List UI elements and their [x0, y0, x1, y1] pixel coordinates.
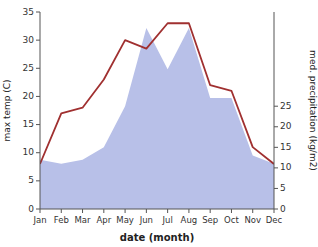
y-tick-label: 15 — [23, 119, 34, 129]
x-axis-line — [40, 209, 274, 210]
x-tick-label: Aug — [181, 215, 198, 225]
chart-container: 0 5 10 15 20 25 30 35 0 5 10 15 20 25 Jan Feb Mar Apr May J… — [0, 0, 318, 247]
x-tick — [231, 209, 232, 213]
precipitation-area — [40, 28, 274, 209]
x-tick — [252, 209, 253, 213]
y2-tick — [274, 126, 278, 127]
y2-tick — [274, 167, 278, 168]
plot-area — [40, 23, 274, 209]
y2-axis-label: med. precipitation (kg/m2) — [308, 50, 318, 171]
x-tick — [167, 209, 168, 213]
x-tick — [274, 209, 275, 213]
y-tick-label: 10 — [23, 147, 35, 157]
y2-tick-label: 15 — [280, 142, 291, 152]
y-tick — [36, 209, 40, 210]
y-tick — [36, 152, 40, 153]
x-tick-label: Jan — [32, 215, 46, 225]
y-tick-label: 5 — [28, 175, 34, 185]
x-tick — [188, 209, 189, 213]
y-tick — [36, 124, 40, 125]
x-tick — [146, 209, 147, 213]
x-tick-label: May — [116, 215, 134, 225]
y-tick-label: 20 — [23, 91, 35, 101]
y2-tick — [274, 147, 278, 148]
y-axis-line — [40, 12, 41, 209]
y-axis-label: max temp (C) — [2, 79, 12, 141]
y2-tick-label: 20 — [280, 121, 292, 131]
y-tick — [36, 68, 40, 69]
x-tick — [61, 209, 62, 213]
y2-tick — [274, 209, 278, 210]
y2-axis-line — [274, 12, 275, 209]
y-tick — [36, 180, 40, 181]
y2-tick-label: 5 — [280, 183, 286, 193]
x-tick — [103, 209, 104, 213]
x-tick-label: Mar — [75, 215, 92, 225]
x-tick-label: Oct — [224, 215, 239, 225]
y-tick-label: 35 — [23, 7, 34, 17]
y-tick — [36, 40, 40, 41]
x-tick-label: Sep — [202, 215, 218, 225]
y-tick-label: 30 — [23, 35, 35, 45]
y-tick — [36, 12, 40, 13]
x-tick-label: Jun — [139, 215, 153, 225]
y-tick-label: 0 — [28, 204, 34, 214]
y2-tick — [274, 188, 278, 189]
y2-tick — [274, 106, 278, 107]
y2-tick-label: 10 — [280, 162, 292, 172]
y-tick — [36, 96, 40, 97]
x-tick — [210, 209, 211, 213]
x-tick — [40, 209, 41, 213]
y-tick-label: 25 — [23, 63, 34, 73]
x-tick-label: Jul — [162, 215, 173, 225]
x-tick — [125, 209, 126, 213]
x-tick-label: Feb — [54, 215, 69, 225]
chart: 0 5 10 15 20 25 30 35 0 5 10 15 20 25 Jan Feb Mar Apr May J… — [0, 0, 318, 247]
x-tick-label: Apr — [96, 215, 111, 225]
x-tick — [82, 209, 83, 213]
y2-tick-label: 25 — [280, 101, 291, 111]
y2-tick-label: 0 — [280, 204, 286, 214]
x-tick-label: Nov — [244, 215, 261, 225]
x-axis-label: date (month) — [120, 232, 194, 243]
temperature-line — [40, 23, 274, 164]
x-tick-label: Dec — [266, 215, 283, 225]
